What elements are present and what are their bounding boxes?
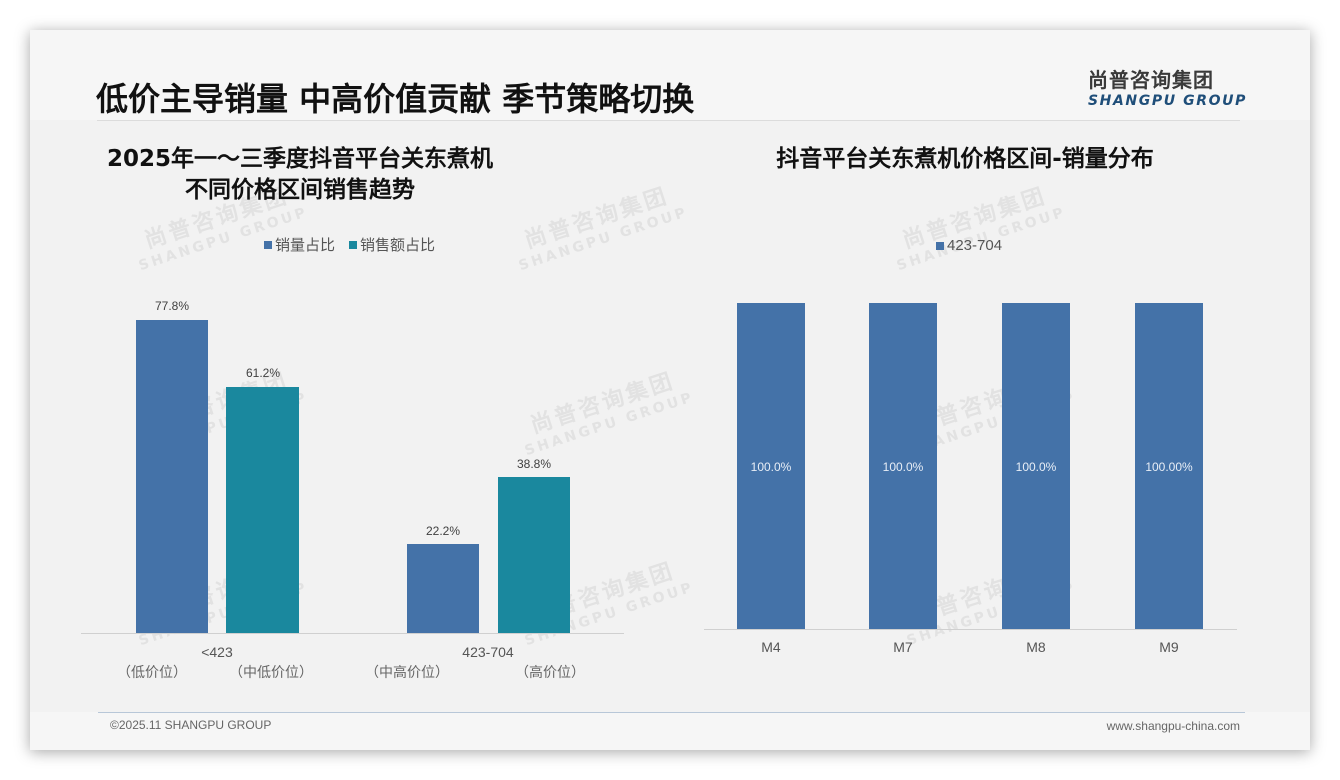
slide: 尚普咨询集团 SHANGPU GROUP 尚普咨询集团 SHANGPU GROUP … (30, 30, 1310, 750)
bar-value-label: 100.00% (1145, 460, 1193, 474)
bar-m4 (737, 303, 805, 629)
bar-value-label: 100.0% (750, 460, 792, 474)
title-divider (97, 120, 1240, 121)
category-label: M7 (893, 639, 913, 655)
bar-value-label: 77.8% (154, 299, 190, 313)
bar-mid-price-amount (498, 477, 570, 633)
price-tier-label: （低价位） (117, 665, 187, 681)
bar-mid-price-volume (407, 544, 479, 633)
legend-label: 销量占比 (275, 236, 336, 254)
logo-chinese-name: 尚普咨询集团 (1088, 68, 1214, 92)
right-chart-title: 抖音平台关东煮机价格区间-销量分布 (776, 146, 1154, 172)
page-title: 低价主导销量 中高价值贡献 季节策略切换 (96, 80, 695, 118)
right-chart-legend: 423-704 (936, 237, 1002, 254)
company-logo: 尚普咨询集团 SHANGPU GROUP (1088, 64, 1248, 109)
logo-english-name: SHANGPU GROUP (1088, 93, 1247, 109)
legend-swatch-icon (936, 241, 944, 250)
bar-value-label: 38.8% (516, 457, 552, 471)
legend-label: 销售额占比 (360, 236, 436, 254)
price-tier-label: （中高价位） (365, 665, 449, 681)
bar-value-label: 61.2% (245, 366, 281, 380)
legend-item-sales-volume: 销量占比 (264, 234, 335, 255)
footer-website: www.shangpu-china.com (1106, 719, 1240, 733)
bar-m7 (869, 303, 937, 629)
category-label: <423 (201, 644, 233, 660)
category-label: M9 (1159, 639, 1179, 655)
left-chart-title: 2025年一～三季度抖音平台关东煮机 不同价格区间销售趋势 (85, 144, 515, 206)
legend-item-423-704: 423-704 (936, 237, 1002, 254)
bar-low-price-amount (226, 387, 299, 633)
bar-value-label: 22.2% (425, 524, 461, 538)
legend-item-sales-amount: 销售额占比 (349, 234, 435, 255)
price-tier-label: （中低价位） (229, 665, 313, 681)
left-chart-title-line2: 不同价格区间销售趋势 (185, 177, 415, 203)
bar-low-price-volume (136, 320, 208, 633)
legend-label: 423-704 (947, 237, 1003, 254)
bar-value-label: 100.0% (1015, 460, 1057, 474)
legend-swatch-icon (349, 240, 358, 249)
legend-swatch-icon (264, 240, 272, 249)
bar-m9 (1135, 303, 1203, 629)
footer-divider (98, 712, 1245, 713)
footer-copyright: ©2025.11 SHANGPU GROUP (110, 718, 272, 732)
right-chart-x-axis (704, 629, 1237, 630)
bar-m8 (1002, 303, 1070, 629)
content-background (30, 120, 1310, 712)
left-chart-x-axis (81, 633, 624, 634)
category-label: M4 (761, 639, 781, 655)
price-tier-label: （高价位） (515, 665, 585, 681)
bar-value-label: 100.0% (882, 460, 924, 474)
left-chart-title-line1: 2025年一～三季度抖音平台关东煮机 (106, 146, 493, 172)
category-label: 423-704 (462, 644, 514, 660)
category-label: M8 (1026, 639, 1046, 655)
left-chart-legend: 销量占比 销售额占比 (264, 234, 435, 255)
